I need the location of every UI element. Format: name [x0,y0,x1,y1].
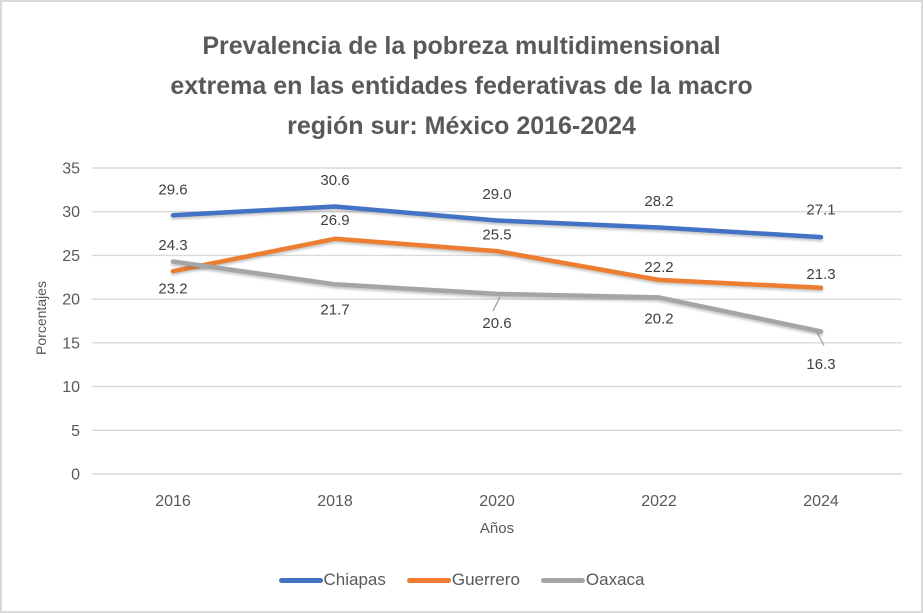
legend-label-guerrero: Guerrero [451,570,520,589]
y-tick-label: 30 [62,204,80,221]
data-label: 26.9 [320,212,349,229]
chart-title-line-3: región sur: México 2016-2024 [287,112,636,140]
legend-marker-guerrero [406,577,451,583]
y-tick-label: 20 [62,292,80,309]
series-line-chiapas [170,204,824,240]
y-axis-title: Porcentajes [33,281,49,355]
chart-legend: Chiapas Guerrero Oaxaca [2,570,921,590]
data-label: 28.2 [644,193,673,210]
data-label: 23.2 [158,280,187,297]
data-label: 30.6 [320,172,349,189]
x-tick-label: 2024 [803,493,839,510]
legend-item-oaxaca: Oaxaca [540,570,645,590]
data-label: 29.0 [482,186,511,203]
data-label: 20.2 [644,311,673,328]
y-tick-label: 10 [62,379,80,396]
chart-title-line-1: Prevalencia de la pobreza multidimension… [202,32,721,60]
y-tick-label: 5 [71,423,80,440]
x-tick-label: 2022 [641,493,677,510]
series-line-oaxaca [170,259,824,334]
chart-title-line-2: extrema en las entidades federativas de … [170,72,753,100]
y-tick-label: 15 [62,335,80,352]
y-tick-label: 25 [62,248,80,265]
legend-marker-chiapas [278,577,323,583]
x-tick-label: 2016 [155,493,191,510]
legend-item-chiapas: Chiapas [278,570,386,590]
data-label: 25.5 [482,226,511,243]
y-tick-label: 35 [62,161,80,178]
data-label: 21.3 [806,266,835,283]
legend-marker-oaxaca [540,577,585,583]
legend-item-guerrero: Guerrero [406,570,520,590]
data-label: 24.3 [158,237,187,254]
legend-label-chiapas: Chiapas [323,570,386,589]
data-label-leader-line [492,296,501,312]
y-tick-label: 0 [71,467,80,484]
data-label: 27.1 [806,201,835,218]
legend-label-oaxaca: Oaxaca [585,570,645,589]
data-label: 20.6 [482,315,511,332]
data-label: 22.2 [644,259,673,276]
data-label: 16.3 [806,356,835,373]
data-label: 29.6 [158,182,187,199]
x-tick-label: 2020 [479,493,515,510]
series-line-guerrero [170,236,824,291]
data-label: 21.7 [320,302,349,319]
chart-title: Prevalencia de la pobreza multidimension… [2,26,921,146]
x-tick-label: 2018 [317,493,353,510]
x-axis-title: Años [480,520,514,537]
